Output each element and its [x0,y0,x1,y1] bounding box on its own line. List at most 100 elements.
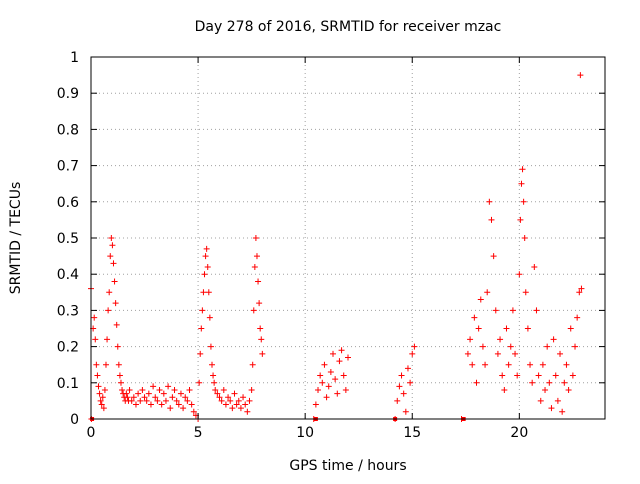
data-point [132,401,139,408]
data-point [250,307,257,314]
data-point [139,387,146,394]
data-point [535,372,542,379]
data-point [394,397,401,404]
data-point [323,394,330,401]
data-point [246,397,253,404]
x-tick-label: 10 [296,425,314,441]
data-point [92,336,99,343]
data-point [321,361,328,368]
data-point [229,405,236,412]
axis-ticks [90,56,605,420]
data-point [210,372,217,379]
data-point [222,401,229,408]
data-point [503,325,510,332]
data-point [574,314,581,321]
data-point [488,216,495,223]
data-point [546,379,553,386]
data-point [330,350,337,357]
data-point [198,325,205,332]
data-point [188,401,195,408]
data-point [116,372,123,379]
data-point [190,408,197,415]
data-point [108,235,115,241]
x-axis-label: GPS time / hours [289,458,406,474]
data-point [95,383,102,390]
data-point [338,347,345,354]
data-point [203,245,210,252]
x-tick-label: 5 [194,425,203,441]
data-point [156,387,163,394]
data-point [196,379,203,386]
data-point [249,361,256,368]
data-point [184,397,191,404]
data-point [100,405,107,412]
data-point [539,361,546,368]
data-point [520,198,527,205]
data-point [315,387,322,394]
data-point [94,372,101,379]
data-point [130,394,137,401]
data-point [212,387,219,394]
data-point [501,387,508,394]
data-point [533,307,540,314]
data-point [253,253,260,260]
data-point [550,336,557,343]
data-point [256,300,263,307]
data-point [169,394,176,401]
data-point [244,408,251,415]
data-point [117,379,124,386]
data-point [124,394,131,401]
data-point [565,387,572,394]
data-point [101,387,108,394]
data-point [404,365,411,372]
data-point [340,372,347,379]
data-point [105,307,112,314]
data-point [312,401,319,408]
data-point [197,350,204,357]
data-point [240,394,247,401]
data-point [109,242,116,249]
data-point [325,383,332,390]
data-point [214,390,221,397]
data-point [469,361,476,368]
data-point [572,343,579,350]
y-tick-label: 0.8 [57,122,79,138]
data-point [102,361,109,368]
data-point [99,394,106,401]
data-point [209,361,216,368]
y-tick-label: 0.1 [57,376,79,392]
data-point [206,314,213,321]
data-point [342,387,349,394]
data-point [216,394,223,401]
data-point [231,390,238,397]
x-tick-label: 20 [510,425,528,441]
data-point [497,336,504,343]
data-point [552,372,559,379]
data-point [512,350,519,357]
x-tick-label: 0 [87,425,96,441]
data-point [529,379,536,386]
data-point [225,394,232,401]
data-point [467,336,474,343]
data-point [152,394,159,401]
data-point [200,289,207,296]
data-point [486,198,493,205]
data-point [490,253,497,260]
y-tick-label: 0.9 [57,86,79,102]
data-point [199,307,206,314]
data-point [182,394,189,401]
data-point [113,321,120,328]
data-point [336,358,343,365]
data-point [576,289,583,296]
data-point [252,235,259,241]
data-point [319,379,326,386]
data-point [167,405,174,412]
data-point [477,296,484,303]
data-point [464,350,471,357]
y-tick-label: 0.6 [57,195,79,211]
data-point [258,336,265,343]
data-point [248,387,255,394]
y-tick-label: 1 [70,50,79,66]
x-tick-labels: 0 5 10 15 20 [87,425,529,441]
